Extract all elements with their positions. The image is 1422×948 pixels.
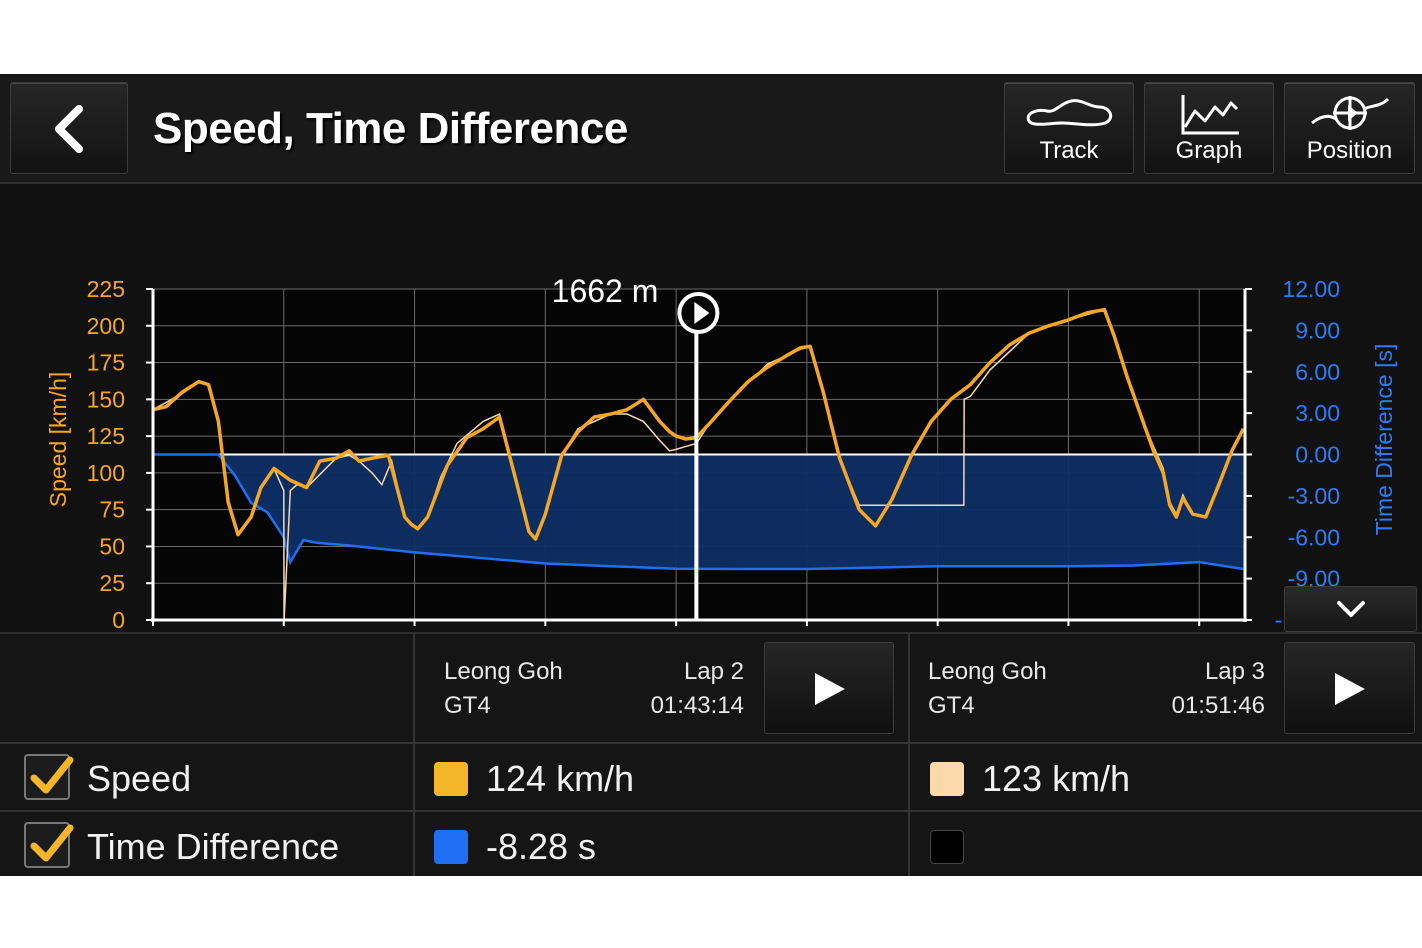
back-button[interactable] bbox=[10, 82, 128, 174]
y2-tick-label: 0.00 bbox=[1295, 442, 1340, 468]
time-difference-checkbox[interactable] bbox=[24, 822, 74, 868]
speed-value: 123 km/h bbox=[982, 758, 1131, 799]
y-tick-label: 200 bbox=[87, 313, 125, 339]
graph-icon bbox=[1181, 95, 1239, 135]
divider bbox=[0, 742, 1422, 744]
time-difference-value: -8.28 s bbox=[486, 826, 597, 867]
checkmark-icon bbox=[30, 756, 74, 794]
y-tick-label: 75 bbox=[99, 497, 125, 523]
collapse-panel-button[interactable] bbox=[1284, 586, 1417, 632]
chevron-down-icon bbox=[1337, 601, 1365, 617]
header-bar: Speed, Time Difference Track Graph bbox=[0, 74, 1422, 184]
y-tick-label: 25 bbox=[99, 570, 125, 596]
lap-car: GT4 bbox=[928, 692, 975, 719]
y2-tick-label: 6.00 bbox=[1295, 359, 1340, 385]
chart-lines-layer bbox=[152, 307, 1245, 621]
tab-position-label: Position bbox=[1306, 137, 1393, 164]
lap-number: Lap 3 bbox=[1204, 658, 1265, 685]
chart-axes-layer: 0255075100125150175200225-12.00-9.00-6.0… bbox=[45, 276, 1397, 632]
page-title: Speed, Time Difference bbox=[153, 104, 628, 153]
tab-track[interactable]: Track bbox=[1004, 82, 1134, 174]
tab-graph-label: Graph bbox=[1175, 137, 1243, 164]
app-screen: Speed, Time Difference Track Graph bbox=[0, 74, 1422, 876]
lap-driver: Leong Goh bbox=[444, 658, 563, 685]
time-difference-series-line bbox=[153, 453, 1244, 571]
tab-track-label: Track bbox=[1039, 137, 1099, 164]
lap-color-swatch bbox=[434, 762, 468, 796]
lap-car: GT4 bbox=[444, 692, 491, 719]
lap-color-swatch bbox=[930, 830, 964, 864]
y2-tick-label: 9.00 bbox=[1295, 317, 1340, 343]
lap-color-swatch bbox=[434, 830, 468, 864]
y2-tick-label: -3.00 bbox=[1288, 483, 1340, 509]
y-tick-label: 150 bbox=[87, 386, 125, 412]
speed-value: 124 km/h bbox=[486, 758, 635, 799]
y-tick-label: 125 bbox=[87, 423, 125, 449]
divider bbox=[0, 810, 1422, 812]
lap-driver: Leong Goh bbox=[928, 658, 1047, 685]
speed-checkbox[interactable] bbox=[24, 754, 74, 800]
y-tick-label: 100 bbox=[87, 460, 125, 486]
divider bbox=[413, 634, 415, 876]
y-axis-title: Speed [km/h] bbox=[45, 372, 71, 508]
lap-time: 01:43:14 bbox=[650, 692, 744, 719]
y-tick-label: 225 bbox=[87, 276, 125, 302]
speed-lap2-series-line bbox=[152, 307, 1245, 541]
y-tick-label: 175 bbox=[87, 350, 125, 376]
position-icon bbox=[1310, 96, 1389, 130]
y2-axis-title: Time Difference [s] bbox=[1371, 344, 1397, 536]
checkmark-icon bbox=[30, 824, 74, 862]
lap-number: Lap 2 bbox=[683, 658, 744, 685]
y2-tick-label: -6.00 bbox=[1288, 524, 1340, 550]
y-tick-label: 50 bbox=[99, 533, 125, 559]
play-icon bbox=[815, 673, 845, 705]
speed-time-chart[interactable]: 0255075100125150175200225-12.00-9.00-6.0… bbox=[0, 184, 1422, 632]
play-icon bbox=[1335, 673, 1365, 705]
chart-cursor-layer[interactable]: 1662 m bbox=[552, 273, 720, 620]
lap-color-swatch bbox=[930, 762, 964, 796]
lap-time: 01:51:46 bbox=[1171, 692, 1265, 719]
y-tick-label: 0 bbox=[112, 607, 125, 632]
play-lap-button[interactable] bbox=[764, 642, 894, 734]
play-lap-button[interactable] bbox=[1284, 642, 1415, 734]
track-outline-icon bbox=[1026, 99, 1113, 127]
y2-tick-label: 12.00 bbox=[1282, 276, 1340, 302]
y2-tick-label: 3.00 bbox=[1295, 400, 1340, 426]
cursor-distance-label: 1662 m bbox=[552, 273, 659, 309]
tab-graph[interactable]: Graph bbox=[1144, 82, 1274, 174]
chevron-left-icon bbox=[55, 105, 83, 153]
comparison-panel: Leong Goh GT4 Lap 2 01:43:14 Leong Goh G… bbox=[0, 632, 1422, 876]
play-icon bbox=[694, 302, 710, 324]
time-difference-label: Time Difference bbox=[87, 826, 340, 867]
tab-position[interactable]: Position bbox=[1284, 82, 1415, 174]
speed-label: Speed bbox=[87, 758, 192, 799]
divider bbox=[908, 634, 910, 876]
